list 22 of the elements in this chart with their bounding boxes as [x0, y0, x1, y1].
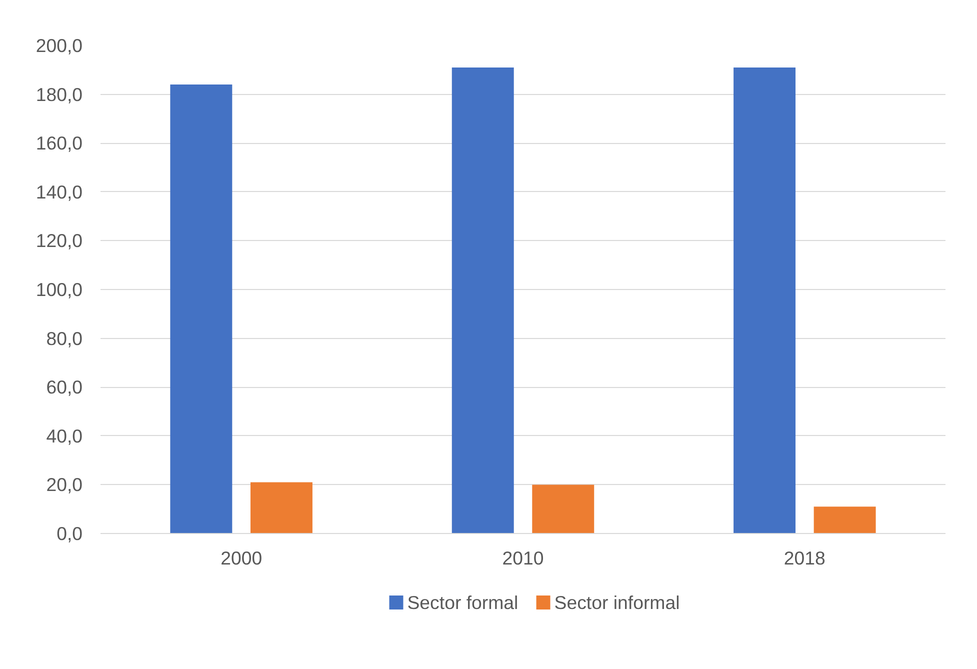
y-tick-label: 0,0: [56, 523, 83, 544]
x-tick-label: 2018: [784, 548, 826, 568]
bar: [452, 67, 514, 534]
bar: [814, 506, 876, 534]
bar: [250, 482, 312, 534]
legend-label: Sector formal: [407, 592, 518, 613]
bar: [734, 67, 796, 534]
bar: [532, 484, 594, 534]
y-tick-label: 200,0: [36, 35, 82, 56]
y-tick-label: 40,0: [46, 425, 82, 446]
y-tick-label: 80,0: [46, 328, 82, 349]
y-tick-label: 120,0: [36, 230, 82, 252]
y-tick-label: 160,0: [36, 132, 82, 154]
y-tick-label: 180,0: [36, 84, 82, 105]
legend-label: Sector informal: [554, 592, 680, 613]
y-tick-label: 60,0: [46, 376, 82, 398]
x-tick-label: 2010: [502, 548, 544, 568]
y-tick-label: 140,0: [36, 181, 82, 202]
y-tick-label: 100,0: [36, 279, 82, 300]
x-tick-label: 2000: [220, 548, 262, 568]
y-tick-label: 20,0: [46, 474, 82, 496]
bar: [170, 84, 232, 534]
